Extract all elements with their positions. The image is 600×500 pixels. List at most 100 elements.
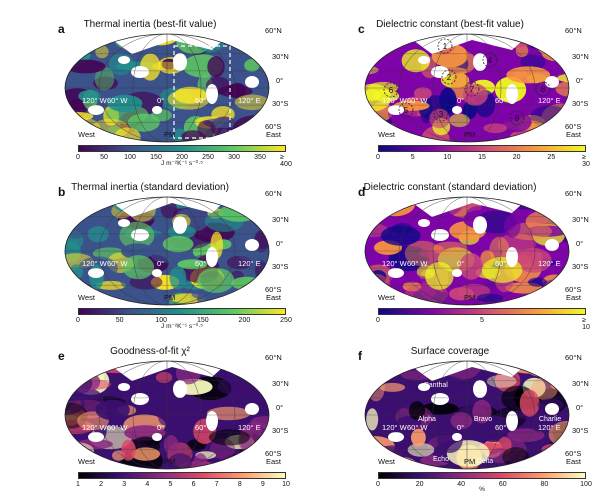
colorbar-tick: 300 (228, 154, 240, 161)
lon-label: 60° W (407, 423, 428, 432)
colorbar (78, 308, 286, 315)
lon-label: 120° E (538, 96, 561, 105)
lat-label: 30°N (272, 52, 289, 61)
colorbar-tick: 20 (512, 154, 521, 161)
colorbar-tick: 8 (237, 481, 242, 488)
colorbar-tick: 50 (100, 154, 108, 161)
colorbar-tick: 20 (415, 481, 424, 488)
colorbar-tick: 5 (410, 154, 415, 161)
lat-label: 60°S (265, 122, 282, 131)
colorbar-tick: 200 (176, 154, 188, 161)
colorbar (78, 472, 286, 479)
pm-label: PM (464, 130, 476, 139)
lat-label: 30°S (572, 262, 589, 271)
colorbar (378, 308, 586, 315)
mollweide-map: 1 2 3 4 5 6 7 8 9 (362, 32, 572, 144)
panel-e: e Goodness-of-fit χ² 120° W 60° W 0° 60° E 120… (0, 327, 300, 492)
region-label: 5 (404, 106, 409, 115)
lat-label: 0° (276, 76, 284, 85)
west-label: West (378, 293, 395, 302)
lon-label: 60° W (107, 259, 128, 268)
mollweide-map (62, 195, 272, 307)
lat-label: 30°N (272, 379, 289, 388)
panel-c: c Dielectric constant (best-fit value) 1 2 3… (300, 0, 600, 168)
colorbar-tick: 250 (202, 154, 214, 161)
lon-label: 60° W (407, 96, 428, 105)
region-label: 1 (443, 42, 448, 51)
lat-label: 0° (276, 239, 284, 248)
map-svg: Panthal Alpha Bravo Charlie Delta Echo (364, 360, 570, 470)
lat-label: 60°N (565, 353, 582, 362)
lon-label: 0° (457, 96, 465, 105)
lon-label: 120° E (238, 259, 261, 268)
lat-label: 30°S (572, 99, 589, 108)
site-label: Alpha (418, 416, 436, 423)
lon-label: 0° (457, 259, 465, 268)
panel-title: Thermal inertia (best-fit value) (83, 19, 217, 30)
lon-label: 120° E (538, 259, 561, 268)
lon-label: 120° E (538, 423, 561, 432)
lon-label: 120° W (382, 259, 407, 268)
colorbar-tick: 5 (168, 481, 173, 488)
east-label: East (566, 130, 582, 139)
west-label: West (78, 457, 95, 466)
lat-label: 60°S (265, 449, 282, 458)
colorbar-tick: 15 (478, 154, 486, 161)
site-label: Bravo (474, 416, 492, 423)
colorbar-tick: 80 (540, 481, 549, 488)
colorbar-ticks: 0 5 10 15 20 25 ≥ 30 (376, 154, 590, 168)
lat-label: 60°N (565, 189, 582, 198)
colorbar-unit: J m⁻²K⁻¹ s⁻⁰·⁵ (161, 160, 203, 167)
colorbar-tick: 200 (238, 317, 251, 324)
lat-label: 60°N (265, 189, 282, 198)
lat-label: 60°N (265, 26, 282, 35)
region-label: 6 (389, 86, 394, 95)
region-label: 2 (447, 73, 452, 82)
panel-letter: e (58, 349, 65, 363)
lon-label: 60° W (107, 96, 128, 105)
colorbar-tick: 6 (191, 481, 196, 488)
lon-label: 0° (457, 423, 465, 432)
lon-label: 0° (157, 96, 165, 105)
east-label: East (566, 457, 582, 466)
lon-label: 120° W (82, 423, 107, 432)
panel-letter: f (358, 349, 362, 363)
panel-title: Thermal inertia (standard deviation) (71, 182, 229, 193)
panel-d: d Dielectric constant (standard deviation… (300, 163, 600, 331)
colorbar-tick: 0 (76, 154, 80, 161)
mollweide-map (62, 32, 272, 144)
lon-label: 60° E (195, 259, 214, 268)
lon-label: 60° W (107, 423, 128, 432)
colorbar-tick: 50 (115, 317, 124, 324)
panel-letter: d (358, 185, 366, 199)
panel-title: Surface coverage (410, 346, 490, 357)
colorbar-tick: 60 (498, 481, 507, 488)
lat-label: 60°N (265, 353, 282, 362)
map-svg (64, 33, 270, 143)
colorbar-tick: 9 (260, 481, 265, 488)
map-svg (364, 196, 570, 306)
lon-label: 60° E (195, 423, 214, 432)
colorbar-tick: 100 (155, 317, 168, 324)
lat-label: 60°S (565, 285, 582, 294)
lat-label: 0° (576, 239, 584, 248)
colorbar-ticks: 0 50 100 150 200 250 300 350 ≥ 400 (76, 154, 292, 168)
colorbar-ticks: 0 20 40 60 80 100 (376, 481, 592, 491)
colorbar-tick: 25 (547, 154, 556, 161)
lat-label: 0° (276, 403, 284, 412)
panel-b: b Thermal inertia (standard deviation) 120… (0, 163, 300, 330)
colorbar-tick: 3 (122, 481, 127, 488)
lon-label: 60° W (407, 259, 428, 268)
colorbar-unit: J m⁻²K⁻¹ s⁻⁰·⁵ (161, 323, 203, 330)
colorbar-ticks: 0 5 ≥ 10 (376, 317, 590, 331)
lat-label: 30°S (272, 262, 289, 271)
west-label: West (378, 457, 395, 466)
lat-label: 0° (576, 76, 584, 85)
colorbar-tick: 10 (443, 154, 452, 161)
colorbar-tick: 150 (150, 154, 162, 161)
lat-label: 30°S (572, 426, 589, 435)
map-svg: 1 2 3 4 5 6 7 8 9 (364, 33, 570, 143)
colorbar-tick: 40 (457, 481, 466, 488)
colorbar-tick: 350 (254, 154, 266, 161)
lat-label: 30°N (572, 52, 589, 61)
